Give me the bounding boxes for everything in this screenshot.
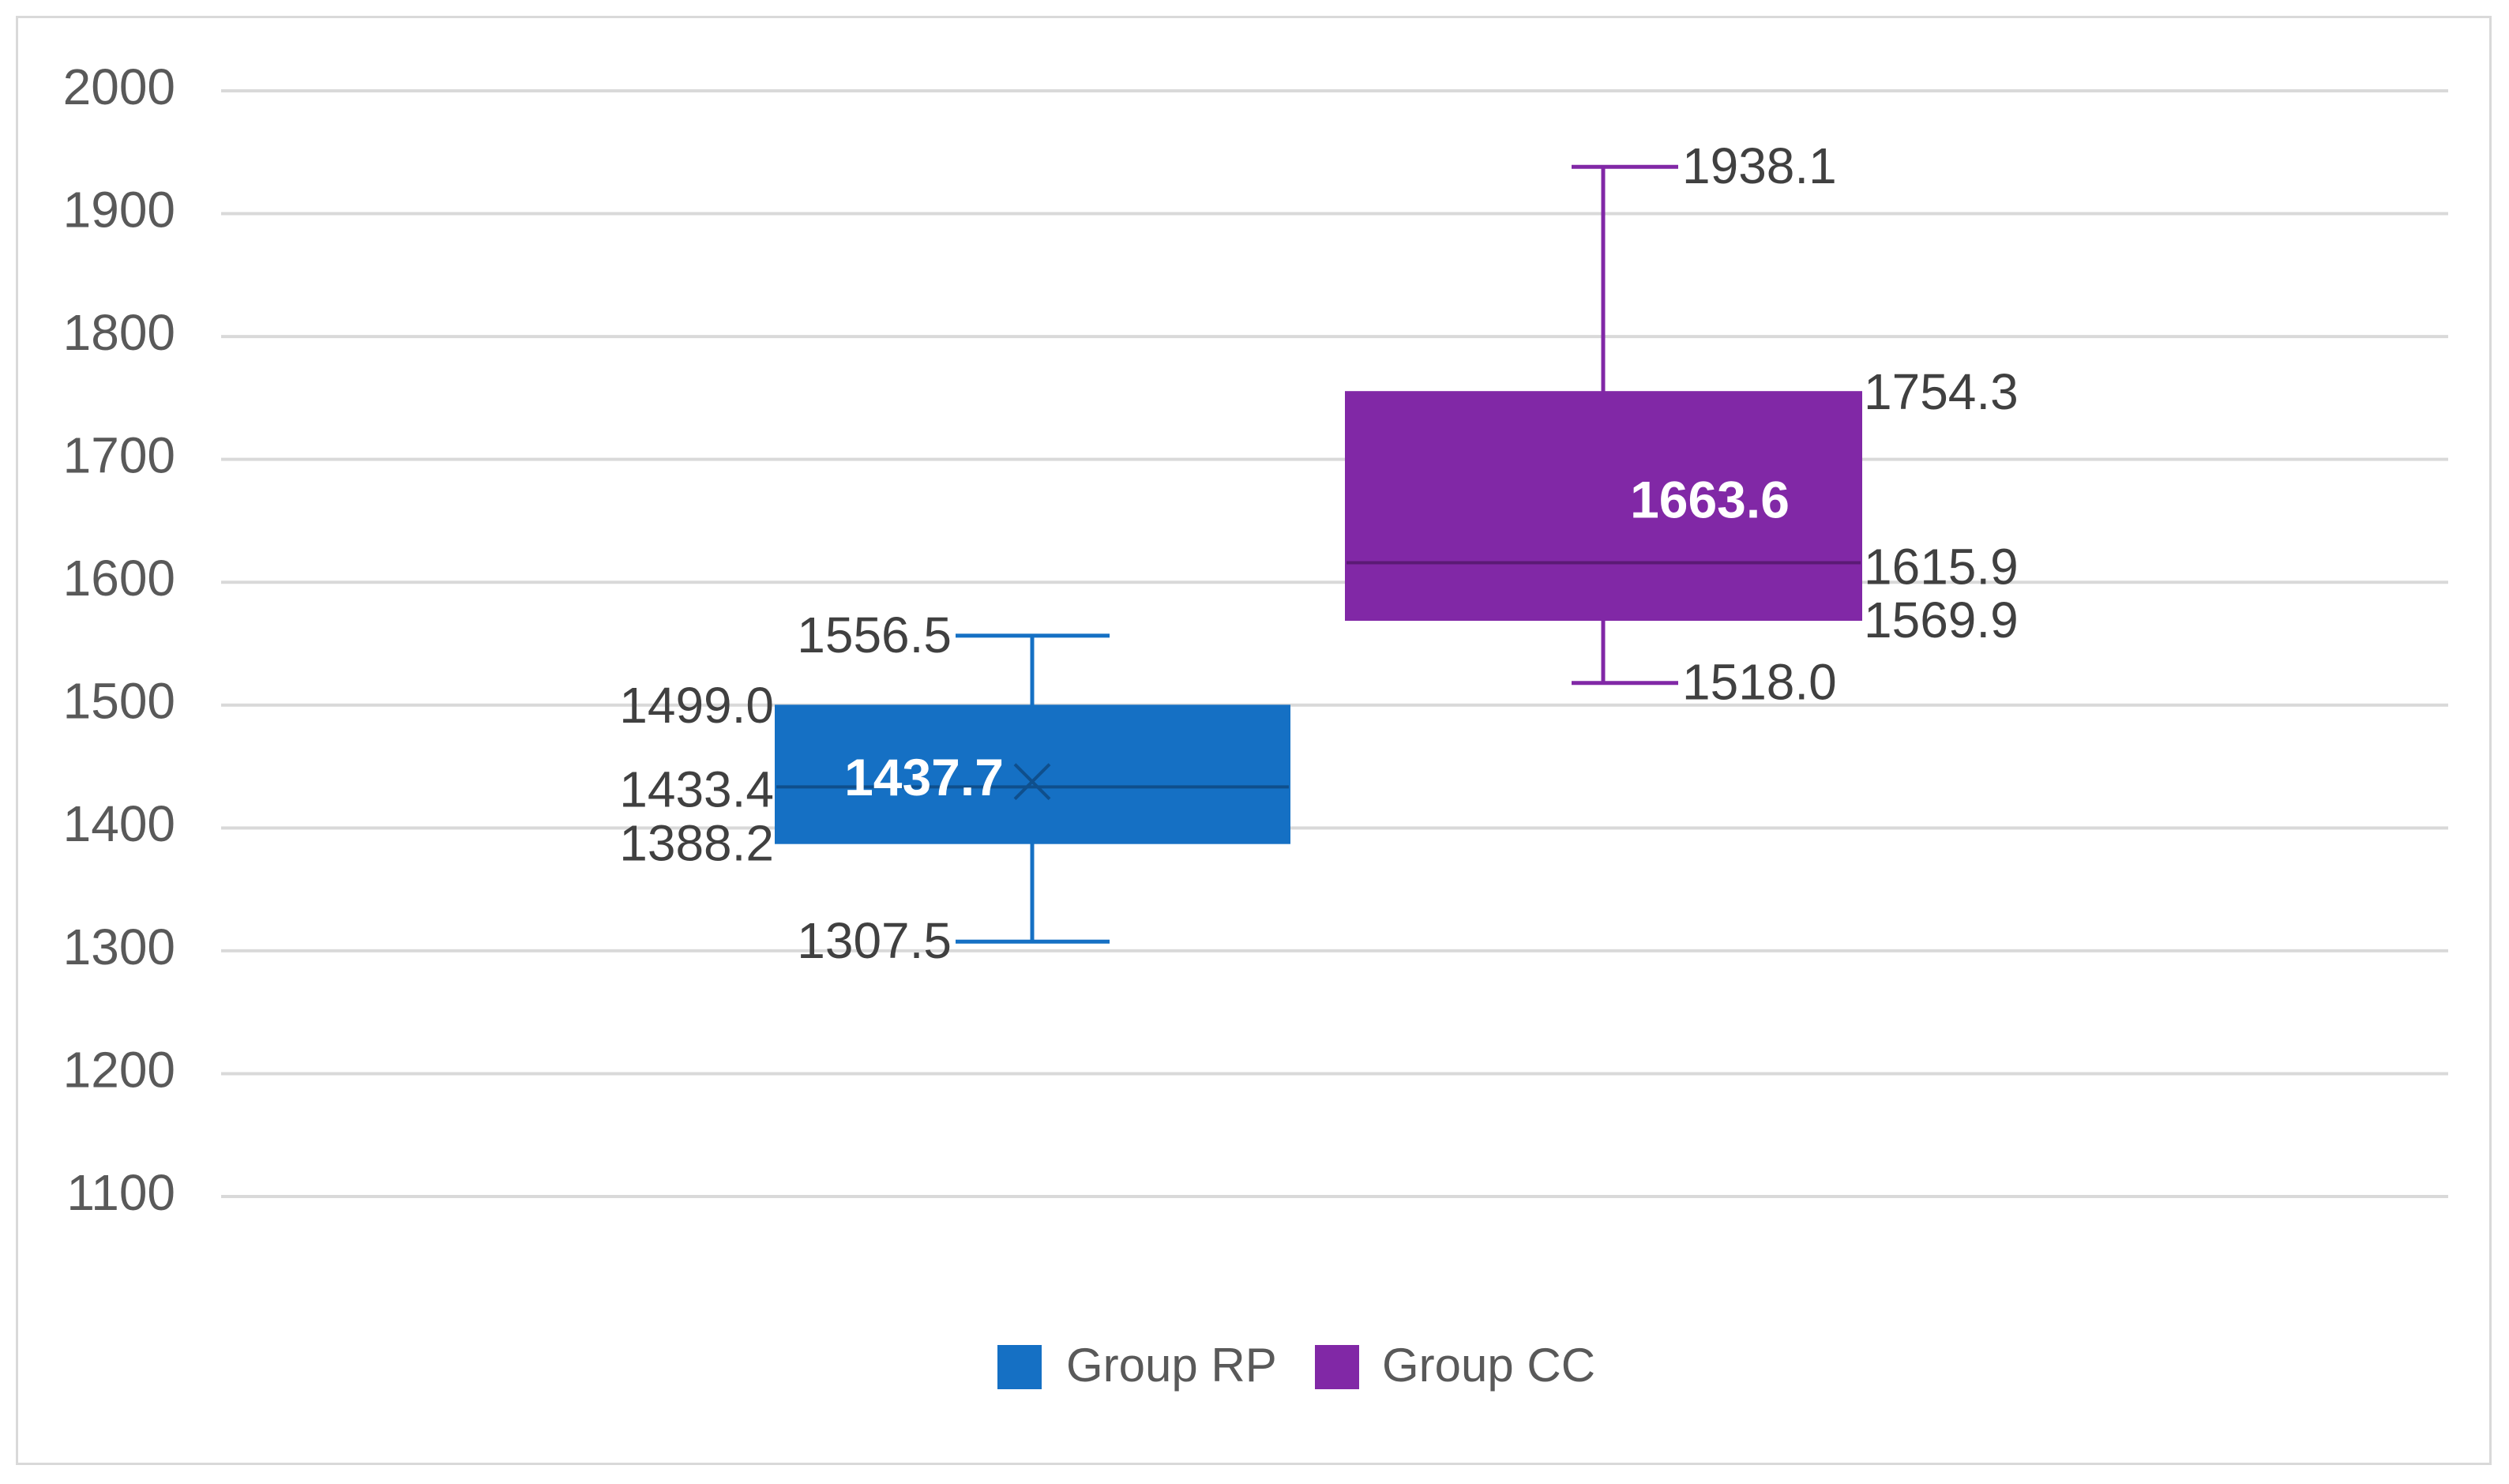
y-tick-label: 1400 [63, 795, 175, 852]
y-tick-label: 1100 [66, 1164, 175, 1221]
y-tick-label: 1600 [63, 550, 175, 607]
group-rp-box [775, 704, 1290, 844]
group-cc-max-label: 1938.1 [1682, 137, 1837, 194]
group-cc-median-label: 1615.9 [1864, 538, 2019, 595]
group-rp-mean-marker [1013, 763, 1051, 801]
group-rp-q3-label: 1499.0 [619, 677, 774, 734]
group-rp-max-label: 1556.5 [797, 607, 952, 663]
y-tick-label: 1800 [63, 304, 175, 361]
group-rp-mean-label: 1437.7 [844, 748, 1004, 806]
legend-label-group-cc: Group CC [1382, 1339, 1595, 1392]
y-tick-label: 1700 [63, 427, 175, 484]
legend-swatch-group-rp [997, 1345, 1042, 1389]
legend-label-group-rp: Group RP [1066, 1339, 1277, 1392]
y-tick-label: 2000 [63, 58, 175, 115]
y-tick-label: 1500 [63, 673, 175, 730]
group-cc-box [1345, 391, 1862, 622]
group-rp-median-label: 1433.4 [619, 761, 774, 817]
group-cc-q1-label: 1569.9 [1864, 592, 2019, 648]
legend-swatch-group-cc [1315, 1345, 1359, 1389]
group-cc-min-label: 1518.0 [1682, 654, 1837, 711]
group-rp-min-label: 1307.5 [797, 912, 952, 969]
group-rp-q1-label: 1388.2 [619, 815, 774, 872]
group-cc-mean-label: 1663.6 [1630, 471, 1790, 529]
y-tick-label: 1900 [63, 181, 175, 238]
group-cc-q3-label: 1754.3 [1864, 363, 2019, 420]
y-tick-label: 1300 [63, 919, 175, 975]
y-tick-label: 1200 [63, 1041, 175, 1098]
